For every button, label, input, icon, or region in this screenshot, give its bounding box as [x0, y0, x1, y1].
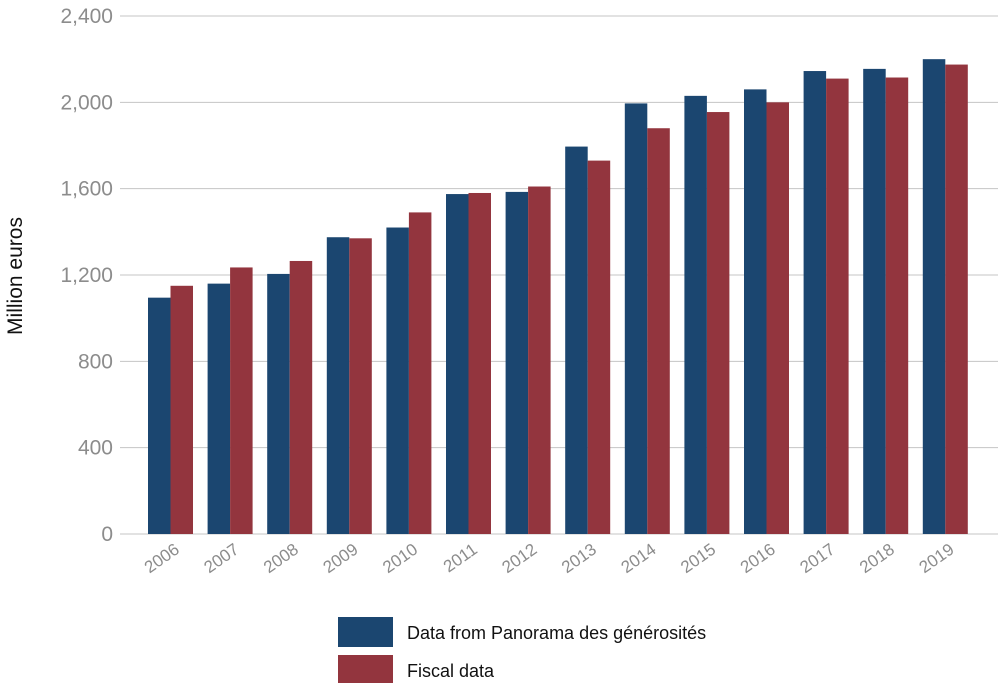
bar-fiscal-2014 — [647, 128, 670, 534]
y-tick-label: 1,200 — [60, 264, 113, 287]
legend-label-fiscal: Fiscal data — [407, 661, 495, 681]
x-tick-label-2006: 2006 — [141, 540, 183, 577]
bar-panorama-2010 — [386, 227, 409, 534]
bar-fiscal-2018 — [885, 77, 909, 534]
bar-panorama-2007 — [207, 283, 231, 534]
bar-fiscal-2015 — [706, 112, 730, 534]
x-tick-label-2012: 2012 — [499, 540, 541, 577]
gridlines — [120, 15, 998, 535]
y-tick-label: 2,400 — [60, 5, 113, 28]
legend: Data from Panorama des générosités Fiscal… — [338, 617, 706, 683]
x-tick-label-2009: 2009 — [320, 540, 362, 577]
bar-fiscal-2009 — [349, 238, 372, 534]
bar-fiscal-2017 — [826, 78, 849, 534]
x-tick-label-2016: 2016 — [737, 540, 779, 577]
y-axis-title: Million euros — [4, 217, 27, 335]
x-tick-label-2014: 2014 — [618, 540, 660, 577]
bar-panorama-2014 — [624, 103, 648, 534]
bar-fiscal-2008 — [289, 260, 313, 534]
bar-panorama-2009 — [326, 237, 350, 534]
bar-fiscal-2007 — [230, 267, 253, 534]
x-tick-label-2015: 2015 — [677, 540, 719, 577]
y-tick-label: 800 — [78, 350, 113, 373]
bar-panorama-2012 — [505, 191, 529, 534]
bar-fiscal-2016 — [766, 102, 789, 534]
bar-panorama-2018 — [863, 68, 886, 535]
bar-fiscal-2013 — [587, 160, 611, 534]
legend-swatch-panorama — [338, 617, 393, 647]
bar-fiscal-2019 — [945, 64, 968, 534]
bar-panorama-2011 — [446, 194, 469, 534]
bar-panorama-2013 — [565, 146, 588, 534]
bar-panorama-2017 — [803, 71, 827, 534]
bars — [148, 59, 968, 535]
y-tick-label: 0 — [101, 523, 113, 546]
bar-panorama-2006 — [148, 297, 171, 534]
bar-panorama-2008 — [267, 273, 290, 534]
bar-fiscal-2010 — [408, 212, 432, 535]
y-axis-tick-labels: 0 400 800 1,200 1,600 2,000 2,400 — [60, 5, 113, 546]
y-tick-label: 2,000 — [60, 91, 113, 114]
x-tick-label-2010: 2010 — [379, 540, 421, 577]
x-tick-label-2013: 2013 — [558, 540, 600, 577]
legend-swatch-fiscal — [338, 655, 393, 683]
x-tick-label-2019: 2019 — [916, 540, 958, 577]
bar-fiscal-2011 — [468, 192, 491, 534]
bar-panorama-2019 — [922, 59, 946, 535]
y-tick-label: 1,600 — [60, 178, 113, 201]
bar-fiscal-2012 — [528, 186, 551, 534]
bar-panorama-2015 — [684, 95, 707, 534]
x-tick-label-2018: 2018 — [856, 540, 898, 577]
x-tick-label-2008: 2008 — [260, 540, 302, 577]
x-axis-tick-labels: 2006 2007 2008 2009 2010 2011 2012 2013 2014 2015… — [141, 540, 958, 577]
x-tick-label-2017: 2017 — [797, 540, 839, 577]
bar-panorama-2016 — [744, 89, 767, 534]
legend-label-panorama: Data from Panorama des générosités — [407, 623, 706, 643]
bar-fiscal-2006 — [170, 285, 193, 534]
x-tick-label-2007: 2007 — [201, 540, 243, 577]
y-tick-label: 400 — [78, 437, 113, 460]
x-tick-label-2011: 2011 — [440, 540, 481, 577]
